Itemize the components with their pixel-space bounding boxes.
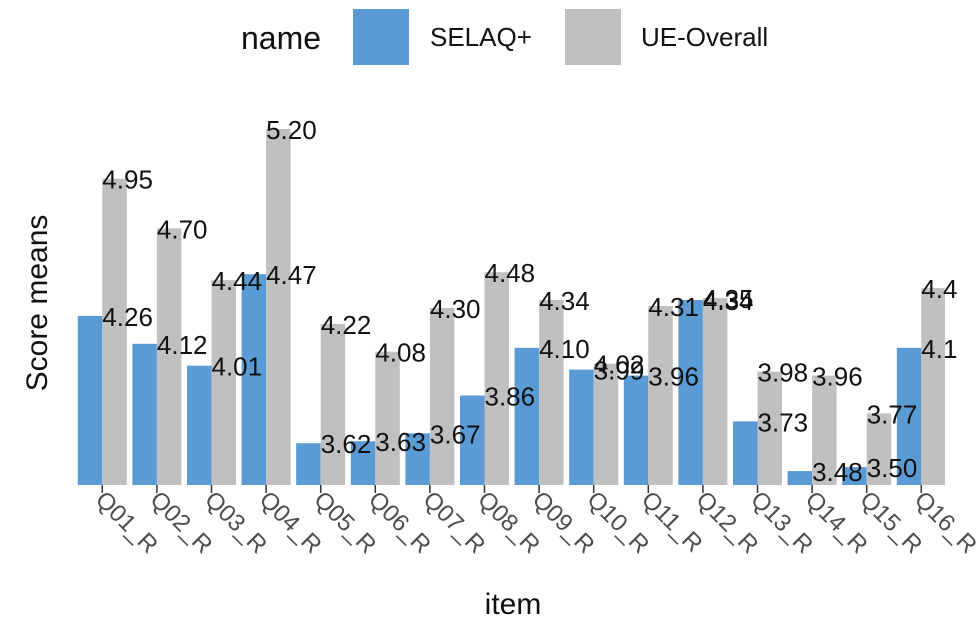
bar-selaq-q09_r	[514, 347, 540, 485]
value-label-ue-overall-q15_r: 3.77	[867, 399, 918, 429]
legend-swatch-ue-overall	[565, 9, 621, 65]
value-label-ue-overall-q16_r: 4.4	[921, 274, 957, 304]
value-label-ue-overall-q02_r: 4.70	[157, 214, 208, 244]
value-label-ue-overall-q08_r: 4.48	[485, 258, 536, 288]
value-label-selaq-q16_r: 4.1	[921, 334, 957, 364]
value-label-selaq-q02_r: 4.12	[157, 330, 208, 360]
value-label-selaq-q07_r: 3.67	[430, 419, 481, 449]
value-label-selaq-q11_r: 3.96	[648, 362, 699, 392]
value-label-selaq-q03_r: 4.01	[212, 352, 263, 382]
value-label-ue-overall-q05_r: 4.22	[321, 310, 372, 340]
legend-title: name	[241, 20, 321, 56]
bar-selaq-q07_r	[405, 433, 430, 485]
y-axis-title: Score means	[21, 215, 54, 392]
value-label-selaq-q10_r: 3.99	[594, 356, 645, 386]
value-label-selaq-q01_r: 4.26	[102, 302, 153, 332]
value-label-ue-overall-q04_r: 5.20	[266, 115, 317, 145]
bar-ue-overall-q07_r	[429, 308, 455, 485]
value-label-ue-overall-q01_r: 4.95	[102, 165, 153, 195]
bar-ue-overall-q12_r	[702, 298, 728, 485]
bar-selaq-q08_r	[460, 395, 485, 485]
legend-swatch-selaq	[353, 9, 409, 65]
bar-ue-overall-q09_r	[539, 300, 564, 485]
value-label-ue-overall-q13_r: 3.98	[758, 358, 809, 388]
legend: name SELAQ+ UE-Overall	[241, 9, 768, 65]
legend-label-selaq: SELAQ+	[430, 22, 532, 52]
value-labels: 4.26 4.95 4.12 4.70 4.01 4.44 4.47 5.20 3.62 4.22…	[102, 115, 957, 487]
value-label-ue-overall-q03_r: 4.44	[212, 266, 263, 296]
value-label-selaq-q12_r: 4.34	[703, 286, 754, 316]
value-label-selaq-q05_r: 3.62	[321, 429, 372, 459]
bar-ue-overall-q05_r	[320, 323, 346, 485]
bar-ue-overall-q11_r	[648, 306, 673, 485]
bar-selaq-q03_r	[187, 365, 212, 485]
bar-selaq-q12_r	[678, 300, 703, 485]
value-label-selaq-q06_r: 3.63	[375, 427, 426, 457]
bar-selaq-q02_r	[132, 343, 157, 485]
bar-selaq-q05_r	[296, 443, 321, 485]
bar-ue-overall-q10_r	[593, 363, 619, 485]
bar-ue-overall-q13_r	[757, 371, 782, 485]
value-label-selaq-q08_r: 3.86	[485, 382, 536, 412]
x-axis: Q01_RQ02_RQ03_RQ04_RQ05_RQ06_RQ07_RQ08_R…	[90, 485, 980, 559]
value-label-selaq-q04_r: 4.47	[266, 260, 317, 290]
bar-ue-overall-q03_r	[211, 280, 236, 485]
bar-ue-overall-q01_r	[102, 178, 127, 485]
bar-selaq-q01_r	[77, 315, 103, 485]
bar-ue-overall-q08_r	[484, 272, 509, 485]
value-label-ue-overall-q11_r: 4.31	[648, 292, 699, 322]
value-label-ue-overall-q06_r: 4.08	[375, 338, 426, 368]
legend-label-ue-overall: UE-Overall	[641, 22, 768, 52]
x-tick-label-q16_r: Q16_R	[909, 486, 980, 559]
bar-selaq-q10_r	[569, 369, 594, 485]
bar-ue-overall-q14_r	[812, 375, 837, 485]
bar-selaq-q14_r	[787, 471, 813, 485]
bar-ue-overall-q16_r	[921, 288, 945, 485]
bar-selaq-q11_r	[623, 375, 649, 485]
value-label-ue-overall-q12_r: 4.35	[703, 284, 754, 314]
bar-ue-overall-q04_r	[266, 129, 291, 485]
bar-ue-overall-q06_r	[375, 351, 400, 485]
bar-selaq-q16_r	[896, 347, 922, 485]
bar-ue-overall-q02_r	[156, 228, 182, 485]
x-axis-title: item	[485, 588, 542, 617]
value-label-selaq-q09_r: 4.10	[539, 334, 590, 364]
bar-ue-overall-q15_r	[866, 413, 892, 485]
bar-selaq-q15_r	[842, 467, 867, 485]
bar-selaq-q13_r	[733, 421, 758, 485]
value-label-ue-overall-q07_r: 4.30	[430, 294, 481, 324]
bars	[77, 129, 945, 485]
bar-selaq-q04_r	[241, 274, 267, 485]
value-label-ue-overall-q14_r: 3.96	[812, 362, 863, 392]
value-label-ue-overall-q10_r: 4.02	[594, 350, 645, 380]
value-label-ue-overall-q09_r: 4.34	[539, 286, 590, 316]
bar-selaq-q06_r	[350, 441, 376, 485]
value-label-selaq-q14_r: 3.48	[812, 457, 863, 487]
value-label-selaq-q15_r: 3.50	[867, 453, 918, 483]
value-label-selaq-q13_r: 3.73	[758, 407, 809, 437]
